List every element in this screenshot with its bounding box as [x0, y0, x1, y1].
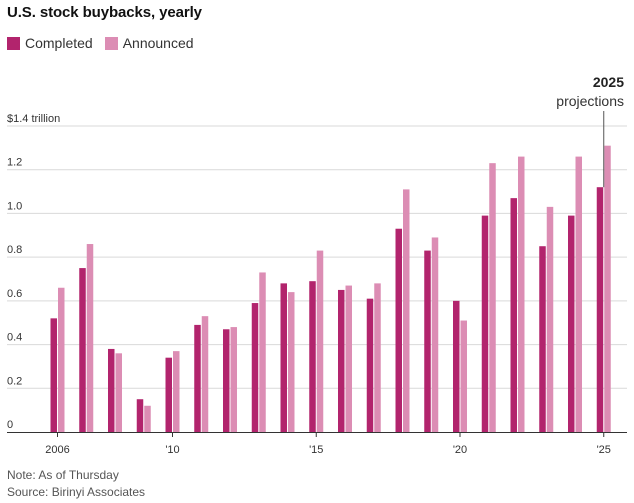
bar-announced: [460, 320, 467, 432]
bar-completed: [194, 324, 201, 432]
y-tick-label: 1.0: [7, 200, 22, 212]
bar-completed: [136, 399, 144, 432]
y-tick-label: 0.2: [7, 375, 22, 387]
bar-completed: [481, 215, 489, 432]
bar-announced: [403, 189, 410, 432]
y-tick-label: $1.4 trillion: [7, 113, 60, 125]
bar-completed: [510, 198, 517, 432]
bars-layer: [50, 145, 611, 432]
projection-annotation: 2025 projections: [556, 74, 624, 188]
bar-completed: [251, 303, 259, 432]
bar-completed: [309, 281, 316, 432]
y-tick-label: 0.8: [7, 244, 22, 256]
bar-announced: [173, 351, 180, 432]
legend-label-announced: Announced: [122, 35, 194, 51]
y-tick-label: 1.2: [7, 157, 22, 169]
bar-completed: [539, 246, 546, 432]
bar-announced: [58, 287, 65, 432]
legend-label-completed: Completed: [25, 35, 93, 51]
x-tick-label: '20: [453, 444, 467, 456]
bar-announced: [288, 292, 295, 432]
bar-completed: [165, 357, 172, 432]
legend: Completed Announced: [7, 35, 206, 51]
bar-announced: [546, 206, 554, 432]
bar-announced: [518, 156, 525, 432]
bar-announced: [86, 244, 94, 432]
bar-announced: [316, 250, 324, 432]
legend-swatch-announced: [104, 36, 118, 50]
bar-completed: [108, 348, 115, 432]
bar-announced: [230, 327, 237, 432]
bar-announced: [374, 283, 381, 432]
y-tick-label: 0.4: [7, 332, 22, 344]
bar-announced: [575, 156, 582, 432]
x-tick-label: 2006: [45, 444, 69, 456]
bar-announced: [431, 237, 439, 432]
bar-announced: [489, 163, 496, 432]
projection-label: projections: [556, 93, 624, 109]
bar-completed: [395, 228, 402, 432]
bar-completed: [50, 318, 57, 432]
bar-announced: [259, 272, 266, 432]
x-tick-label: '25: [597, 444, 611, 456]
bar-completed: [338, 289, 345, 432]
axis-layer: 0 0.2 0.4 0.6 0.8 1.0 1.2 $1.4 trillion 2006 '10 '…: [7, 113, 627, 456]
y-tick-label: 0.6: [7, 288, 22, 300]
bar-announced: [144, 405, 151, 432]
chart-note: Note: As of Thursday: [7, 468, 119, 482]
bar-announced: [604, 145, 611, 432]
bar-announced: [115, 353, 122, 432]
legend-swatch-completed: [7, 36, 20, 50]
bar-announced: [201, 316, 209, 432]
chart-source: Source: Birinyi Associates: [7, 485, 146, 499]
bar-announced: [345, 285, 352, 432]
legend-item-announced: Announced: [104, 35, 194, 51]
x-tick-label: '15: [309, 444, 323, 456]
bar-completed: [366, 298, 374, 432]
chart-title: U.S. stock buybacks, yearly: [7, 4, 202, 21]
bar-completed: [568, 215, 575, 432]
y-tick-label: 0: [7, 419, 13, 431]
projection-year-label: 2025: [593, 74, 624, 90]
bar-completed: [223, 329, 230, 432]
x-tick-label: '10: [165, 444, 179, 456]
bar-completed: [453, 300, 460, 432]
bar-completed: [280, 283, 287, 432]
bar-completed: [596, 187, 604, 432]
legend-item-completed: Completed: [7, 35, 93, 51]
bar-completed: [79, 268, 86, 432]
bar-completed: [424, 250, 431, 432]
